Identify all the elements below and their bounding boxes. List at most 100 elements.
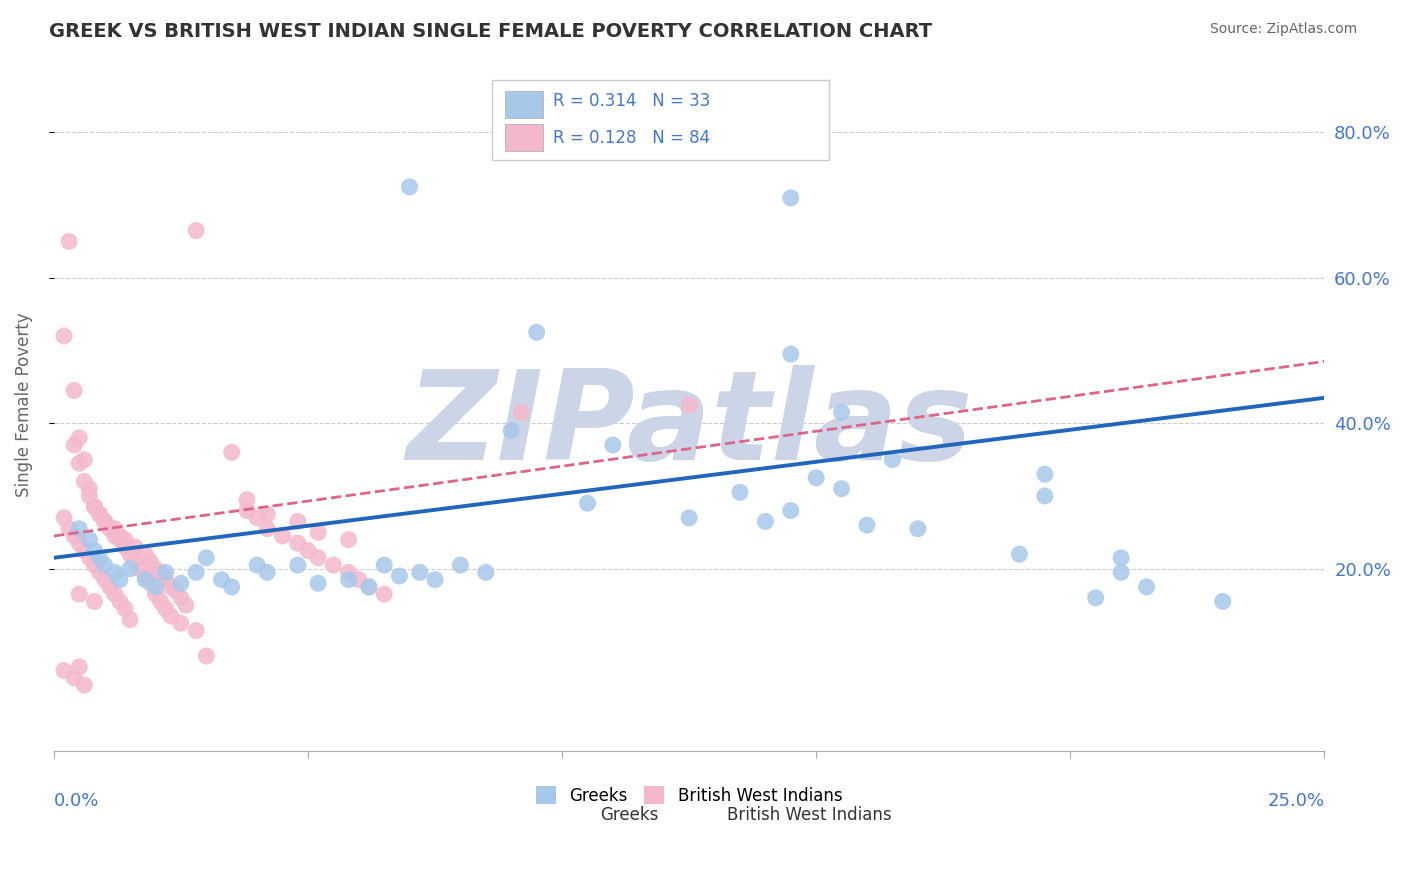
Text: British West Indians: British West Indians [727, 805, 891, 824]
Point [83, 594, 105, 608]
Point [256, 522, 278, 536]
Point [73, 543, 96, 558]
Point [388, 569, 411, 583]
Point [124, 554, 146, 568]
Point [256, 566, 278, 580]
Point [159, 609, 181, 624]
Point [89, 566, 111, 580]
Point [1033, 489, 1056, 503]
Point [63, 438, 86, 452]
Point [337, 566, 360, 580]
Point [1109, 550, 1132, 565]
Point [1084, 591, 1107, 605]
Point [271, 529, 294, 543]
Point [79, 533, 101, 547]
Point [129, 562, 152, 576]
Point [779, 347, 801, 361]
Point [1212, 594, 1234, 608]
Text: 25.0%: 25.0% [1267, 792, 1324, 810]
Point [67, 660, 90, 674]
Text: GREEK VS BRITISH WEST INDIAN SINGLE FEMALE POVERTY CORRELATION CHART: GREEK VS BRITISH WEST INDIAN SINGLE FEMA… [49, 22, 932, 41]
Point [678, 398, 700, 412]
Point [287, 558, 309, 572]
Point [58, 235, 80, 249]
Point [475, 566, 498, 580]
Point [307, 576, 329, 591]
Point [165, 583, 187, 598]
Point [63, 671, 86, 685]
Point [357, 580, 380, 594]
Point [104, 566, 127, 580]
Point [287, 515, 309, 529]
Text: R = 0.314   N = 33: R = 0.314 N = 33 [553, 92, 710, 110]
Point [83, 558, 105, 572]
Point [63, 384, 86, 398]
Point [307, 550, 329, 565]
Point [149, 594, 172, 608]
Text: ZIPatlas: ZIPatlas [406, 366, 973, 486]
Point [104, 522, 127, 536]
Point [98, 522, 121, 536]
Point [63, 529, 86, 543]
Point [73, 452, 96, 467]
Point [398, 180, 420, 194]
Point [155, 601, 177, 615]
Point [449, 558, 471, 572]
Point [1033, 467, 1056, 482]
Point [67, 431, 90, 445]
Point [1008, 547, 1031, 561]
Point [373, 558, 395, 572]
Point [236, 492, 259, 507]
Point [53, 329, 76, 343]
Point [526, 326, 548, 340]
Point [53, 510, 76, 524]
Point [1135, 580, 1157, 594]
Point [79, 482, 101, 496]
Point [246, 558, 269, 572]
Point [67, 536, 90, 550]
Point [114, 540, 136, 554]
Point [134, 573, 156, 587]
Point [108, 529, 131, 543]
Point [510, 405, 533, 419]
Point [108, 533, 131, 547]
Point [357, 580, 380, 594]
Point [159, 580, 181, 594]
Point [89, 507, 111, 521]
Point [1109, 566, 1132, 580]
Point [195, 648, 218, 663]
Point [779, 503, 801, 517]
Point [114, 533, 136, 547]
Point [108, 573, 131, 587]
Point [93, 515, 115, 529]
Point [297, 543, 319, 558]
Point [307, 525, 329, 540]
Text: R = 0.128   N = 84: R = 0.128 N = 84 [553, 128, 710, 146]
Point [134, 569, 156, 583]
Point [186, 624, 208, 638]
Point [170, 591, 193, 605]
Point [804, 471, 827, 485]
Point [139, 554, 162, 568]
Point [83, 500, 105, 514]
Point [221, 580, 243, 594]
Point [145, 587, 167, 601]
FancyBboxPatch shape [505, 124, 543, 152]
Point [337, 573, 360, 587]
Point [83, 543, 105, 558]
Point [246, 510, 269, 524]
Point [104, 587, 127, 601]
Point [337, 533, 360, 547]
Text: 0.0%: 0.0% [53, 792, 100, 810]
Text: Greeks: Greeks [600, 805, 658, 824]
Y-axis label: Single Female Poverty: Single Female Poverty [15, 313, 32, 498]
Text: Source: ZipAtlas.com: Source: ZipAtlas.com [1209, 22, 1357, 37]
Point [73, 678, 96, 692]
Point [287, 536, 309, 550]
Point [145, 580, 167, 594]
Point [856, 518, 879, 533]
Point [89, 507, 111, 521]
Point [501, 424, 523, 438]
Point [907, 522, 929, 536]
Point [120, 562, 142, 576]
